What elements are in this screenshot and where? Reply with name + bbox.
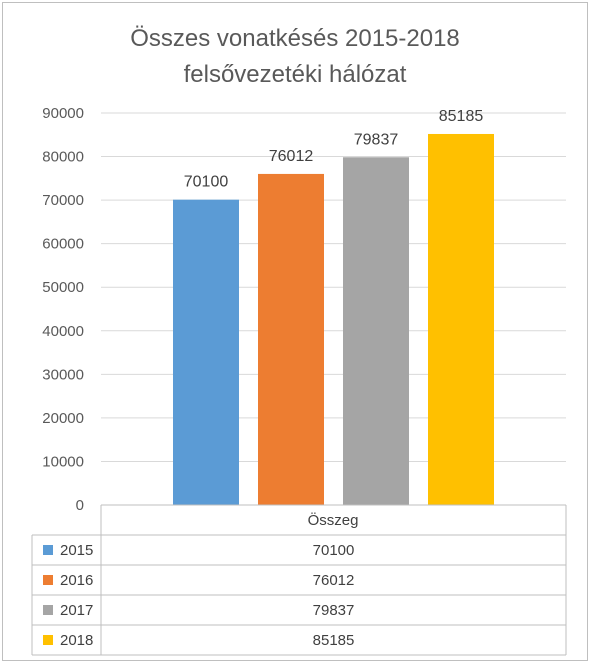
data-label-2017: 79837 <box>354 131 399 148</box>
y-tick-label: 80000 <box>42 149 84 166</box>
gridlines <box>101 112 566 506</box>
bars <box>173 133 494 506</box>
data-label-2015: 70100 <box>184 174 229 191</box>
bar-2015 <box>173 199 239 506</box>
legend-key-2015 <box>43 545 53 555</box>
chart-title-line-2: felsővezetéki hálózat <box>184 61 407 88</box>
data-label-2018: 85185 <box>439 108 484 125</box>
table-row-value: 85185 <box>313 632 355 649</box>
legend-key-2016 <box>43 575 53 585</box>
bar-2017 <box>343 157 409 506</box>
y-tick-label: 0 <box>76 497 84 514</box>
data-labels: 70100 76012 79837 85185 <box>184 108 484 191</box>
table-row-value: 70100 <box>313 542 355 559</box>
table-row-label: 2017 <box>60 602 93 619</box>
y-tick-label: 70000 <box>42 192 84 209</box>
data-label-2016: 76012 <box>269 148 314 165</box>
y-axis-ticks: 0 10000 20000 30000 40000 50000 60000 70000 8000… <box>42 105 84 514</box>
y-tick-label: 40000 <box>42 323 84 340</box>
legend-key-2017 <box>43 605 53 615</box>
y-tick-label: 90000 <box>42 105 84 122</box>
bar-2016 <box>258 173 324 505</box>
chart-title-line-1: Összes vonatkésés 2015-2018 <box>130 25 460 52</box>
table-row-value: 79837 <box>313 602 355 619</box>
data-table: Összeg 2015 70100 2016 76012 2017 79837 2018 85… <box>31 504 567 656</box>
table-row-label: 2015 <box>60 542 93 559</box>
table-row-label: 2018 <box>60 632 93 649</box>
y-tick-label: 50000 <box>42 279 84 296</box>
y-tick-label: 10000 <box>42 453 84 470</box>
y-tick-label: 20000 <box>42 410 84 427</box>
bar-2018 <box>428 133 494 506</box>
table-row-value: 76012 <box>313 572 355 589</box>
data-table-header: Összeg <box>308 511 359 529</box>
table-row-label: 2016 <box>60 572 93 589</box>
y-tick-label: 30000 <box>42 366 84 383</box>
legend-key-2018 <box>43 635 53 645</box>
y-tick-label: 60000 <box>42 236 84 253</box>
